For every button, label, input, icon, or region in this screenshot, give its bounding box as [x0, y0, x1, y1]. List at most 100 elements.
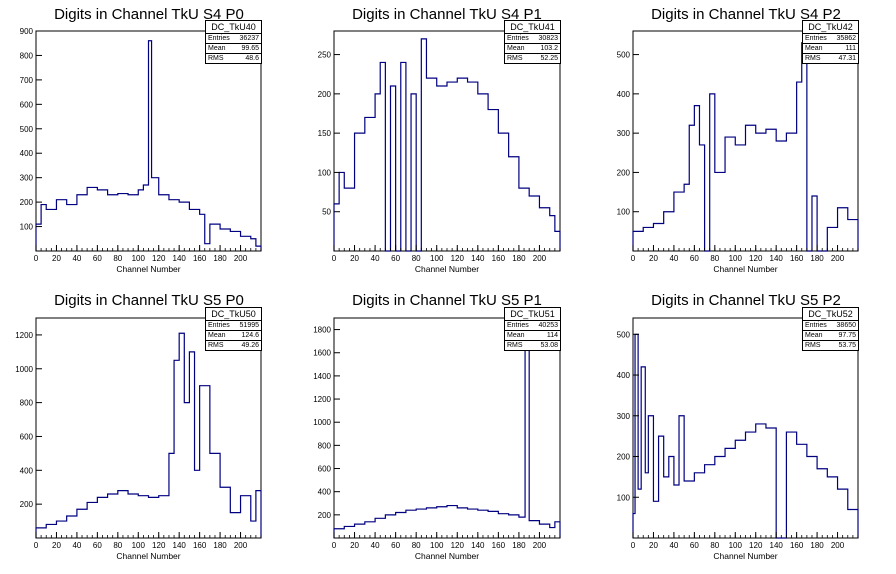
x-tick-label: 0 — [34, 541, 39, 550]
panel-title: Digits in Channel TkU S4 P1 — [352, 6, 542, 23]
x-tick-label: 180 — [213, 254, 227, 263]
stats-name: DC_TkU50 — [206, 308, 261, 321]
stats-row-rms: RMS 49.26 — [206, 341, 261, 350]
stats-row-entries: Entries 38650 — [803, 321, 858, 331]
histogram-line — [333, 38, 561, 252]
stats-value: 40253 — [538, 322, 558, 329]
stats-box: DC_TkU50 Entries 51995 Mean 124.6 RMS 49.26 — [205, 307, 262, 351]
x-tick-label: 0 — [34, 254, 39, 263]
stats-label: RMS — [507, 55, 523, 62]
x-tick-label: 80 — [412, 254, 421, 263]
stats-name: DC_TkU51 — [505, 308, 560, 321]
histogram-panel: 0 20 40 60 80 100 120 140 160 180 200 200 400 600 800 1… — [313, 317, 561, 561]
y-tick-label: 400 — [617, 371, 631, 380]
x-tick-label: 160 — [790, 541, 804, 550]
x-tick-label: 200 — [234, 254, 248, 263]
plot-frame — [632, 317, 859, 539]
x-tick-label: 20 — [350, 254, 359, 263]
stats-row-rms: RMS 53.08 — [505, 341, 560, 350]
y-tick-label: 900 — [20, 27, 34, 36]
x-tick-label: 0 — [631, 541, 636, 550]
x-tick-label: 40 — [371, 541, 380, 550]
histogram-line — [35, 40, 262, 251]
x-tick-label: 100 — [132, 254, 146, 263]
x-tick-label: 160 — [492, 254, 506, 263]
stats-label: Entries — [208, 322, 230, 329]
x-tick-label: 20 — [649, 541, 658, 550]
y-tick-label: 1600 — [313, 349, 331, 358]
stats-value: 36237 — [239, 35, 259, 42]
y-tick-label: 50 — [322, 208, 331, 217]
histogram-panel: 0 20 40 60 80 100 120 140 160 180 200 100 200 300 400 5… — [617, 30, 859, 274]
x-tick-label: 140 — [471, 541, 485, 550]
x-tick-label: 180 — [810, 541, 824, 550]
y-tick-label: 1000 — [313, 418, 331, 427]
stats-label: Entries — [507, 322, 529, 329]
x-tick-label: 140 — [173, 541, 187, 550]
y-tick-label: 400 — [20, 466, 34, 475]
x-tick-label: 60 — [391, 254, 400, 263]
stats-row-mean: Mean 103.2 — [505, 44, 560, 54]
y-tick-label: 1000 — [15, 365, 33, 374]
stats-row-rms: RMS 47.31 — [803, 54, 858, 63]
stats-label: RMS — [208, 55, 224, 62]
stats-row-mean: Mean 114 — [505, 331, 560, 341]
x-tick-label: 200 — [831, 541, 845, 550]
stats-label: Mean — [208, 45, 226, 52]
y-tick-label: 100 — [617, 493, 631, 502]
stats-label: RMS — [507, 342, 523, 349]
histogram-panel: 0 20 40 60 80 100 120 140 160 180 200 50 100 150 200 25… — [318, 30, 561, 274]
x-tick-label: 180 — [213, 541, 227, 550]
y-tick-label: 1800 — [313, 326, 331, 335]
stats-label: RMS — [208, 342, 224, 349]
x-tick-label: 100 — [430, 254, 444, 263]
stats-label: RMS — [805, 55, 821, 62]
stats-value: 103.2 — [540, 45, 558, 52]
stats-name: DC_TkU42 — [803, 21, 858, 34]
x-tick-label: 60 — [391, 541, 400, 550]
x-tick-label: 60 — [93, 254, 102, 263]
stats-row-mean: Mean 124.6 — [206, 331, 261, 341]
x-tick-label: 40 — [371, 254, 380, 263]
stats-box: DC_TkU51 Entries 40253 Mean 114 RMS 53.08 — [504, 307, 561, 351]
x-axis-label: Channel Number — [713, 551, 777, 561]
x-tick-label: 120 — [749, 541, 763, 550]
y-tick-label: 200 — [617, 168, 631, 177]
x-tick-label: 200 — [831, 254, 845, 263]
x-tick-label: 80 — [113, 254, 122, 263]
y-tick-label: 800 — [318, 441, 332, 450]
y-tick-label: 400 — [617, 90, 631, 99]
x-tick-label: 80 — [710, 541, 719, 550]
x-tick-label: 20 — [649, 254, 658, 263]
y-tick-label: 200 — [617, 453, 631, 462]
x-tick-label: 20 — [52, 254, 61, 263]
x-axis-label: Channel Number — [116, 264, 180, 274]
stats-value: 97.75 — [838, 332, 856, 339]
histogram-panel: 0 20 40 60 80 100 120 140 160 180 200 100 200 300 400 5… — [20, 27, 262, 274]
stats-value: 124.6 — [241, 332, 259, 339]
x-tick-label: 120 — [451, 254, 465, 263]
x-tick-label: 160 — [193, 254, 207, 263]
y-tick-label: 100 — [20, 223, 34, 232]
x-axis-label: Channel Number — [415, 264, 479, 274]
x-tick-label: 140 — [770, 254, 784, 263]
stats-box: DC_TkU42 Entries 35862 Mean 111 RMS 47.31 — [802, 20, 859, 64]
y-tick-label: 200 — [318, 511, 332, 520]
histogram-line — [35, 332, 262, 538]
stats-value: 52.25 — [540, 55, 558, 62]
stats-value: 49.26 — [241, 342, 259, 349]
stats-name: DC_TkU40 — [206, 21, 261, 34]
stats-label: Mean — [805, 332, 823, 339]
x-tick-label: 20 — [350, 541, 359, 550]
stats-label: RMS — [805, 342, 821, 349]
y-tick-label: 400 — [20, 149, 34, 158]
x-tick-label: 160 — [492, 541, 506, 550]
y-tick-label: 300 — [20, 174, 34, 183]
stats-row-entries: Entries 36237 — [206, 34, 261, 44]
y-tick-label: 1200 — [313, 395, 331, 404]
x-tick-label: 80 — [412, 541, 421, 550]
y-tick-label: 300 — [617, 412, 631, 421]
stats-value: 53.75 — [838, 342, 856, 349]
stats-value: 51995 — [239, 322, 259, 329]
y-tick-label: 400 — [318, 488, 332, 497]
